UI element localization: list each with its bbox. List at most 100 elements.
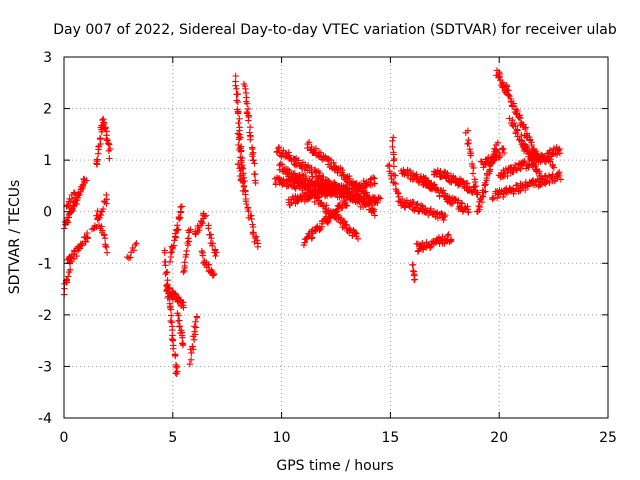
data-point [167, 249, 174, 256]
x-axis: 0 5 10 15 20 25 [60, 57, 617, 446]
data-point [514, 107, 521, 115]
data-point [96, 214, 103, 221]
x-axis-label: GPS time / hours [276, 458, 393, 474]
data-point [299, 171, 306, 178]
data-point [234, 161, 242, 168]
data-point [235, 141, 242, 149]
data-point [510, 190, 517, 197]
data-point [175, 312, 182, 319]
y-axis: -4 -3 -2 -1 0 1 2 3 [38, 50, 608, 427]
data-point [65, 203, 73, 211]
data-point [251, 170, 258, 178]
data-point [176, 317, 183, 324]
data-point [557, 176, 565, 183]
data-point [551, 177, 559, 184]
data-point [465, 187, 472, 194]
data-point [494, 195, 501, 202]
data-point [424, 177, 431, 184]
data-point [180, 304, 187, 311]
data-point [366, 194, 373, 201]
data-point [524, 183, 532, 190]
data-point [511, 120, 518, 127]
data-point [353, 181, 360, 188]
y-tick-label: -4 [38, 411, 52, 427]
x-tick-label: 0 [60, 430, 69, 446]
data-point [377, 195, 384, 202]
chart-title: Day 007 of 2022, Sidereal Day-to-day VTE… [53, 22, 617, 38]
data-point [249, 153, 256, 160]
data-point [486, 167, 493, 175]
data-point [212, 252, 219, 260]
data-point [187, 226, 194, 233]
data-point [464, 127, 472, 134]
data-point [390, 163, 398, 170]
data-point [173, 370, 180, 377]
data-point [166, 258, 174, 265]
data-point [179, 334, 186, 341]
data-point [295, 197, 302, 204]
data-point [101, 120, 108, 128]
data-point [277, 160, 284, 168]
data-point [505, 92, 512, 99]
data-point [403, 197, 411, 204]
data-point [65, 273, 72, 280]
data-point [518, 131, 525, 139]
y-tick-label: 0 [43, 205, 52, 221]
data-point [181, 259, 188, 266]
data-point [323, 192, 331, 200]
data-point [384, 162, 392, 170]
data-point [346, 175, 353, 182]
data-point [512, 122, 519, 130]
data-point [248, 215, 255, 223]
data-point [188, 349, 195, 357]
data-point [369, 207, 377, 215]
data-point [549, 171, 556, 178]
data-point [485, 160, 492, 168]
data-point [441, 168, 448, 176]
data-point [171, 230, 179, 237]
data-point [243, 200, 250, 208]
data-point [389, 137, 396, 145]
data-series-sdtvar [60, 67, 565, 377]
data-point [288, 199, 295, 206]
y-tick-label: -2 [38, 308, 52, 324]
data-point [388, 175, 395, 183]
data-point [103, 249, 111, 256]
data-point [247, 136, 254, 143]
data-point [98, 227, 106, 234]
y-tick-label: 3 [43, 50, 52, 66]
data-point [444, 232, 451, 239]
data-point [251, 160, 258, 167]
data-point [199, 220, 206, 227]
data-point [185, 229, 193, 236]
data-point [234, 130, 242, 137]
data-point [292, 156, 299, 163]
data-point [438, 210, 445, 217]
data-point [67, 198, 74, 205]
data-point [191, 323, 198, 330]
data-point [173, 364, 180, 371]
plot-frame [63, 56, 609, 419]
data-point [106, 145, 114, 153]
data-point [546, 147, 554, 154]
data-point [464, 208, 472, 216]
data-point [316, 226, 323, 234]
data-point [333, 208, 341, 215]
data-point [76, 191, 83, 199]
data-point [70, 189, 78, 196]
data-point [464, 140, 471, 148]
data-point [411, 205, 418, 212]
data-point [190, 346, 197, 353]
data-point [332, 190, 339, 197]
data-point [209, 242, 216, 249]
data-point [67, 266, 74, 273]
data-point [164, 268, 171, 276]
data-point [402, 204, 409, 211]
data-point [500, 149, 508, 157]
data-point [100, 232, 108, 239]
y-tick-label: 2 [43, 102, 52, 118]
data-point [239, 165, 247, 172]
data-point [84, 234, 91, 241]
data-point [167, 306, 175, 313]
